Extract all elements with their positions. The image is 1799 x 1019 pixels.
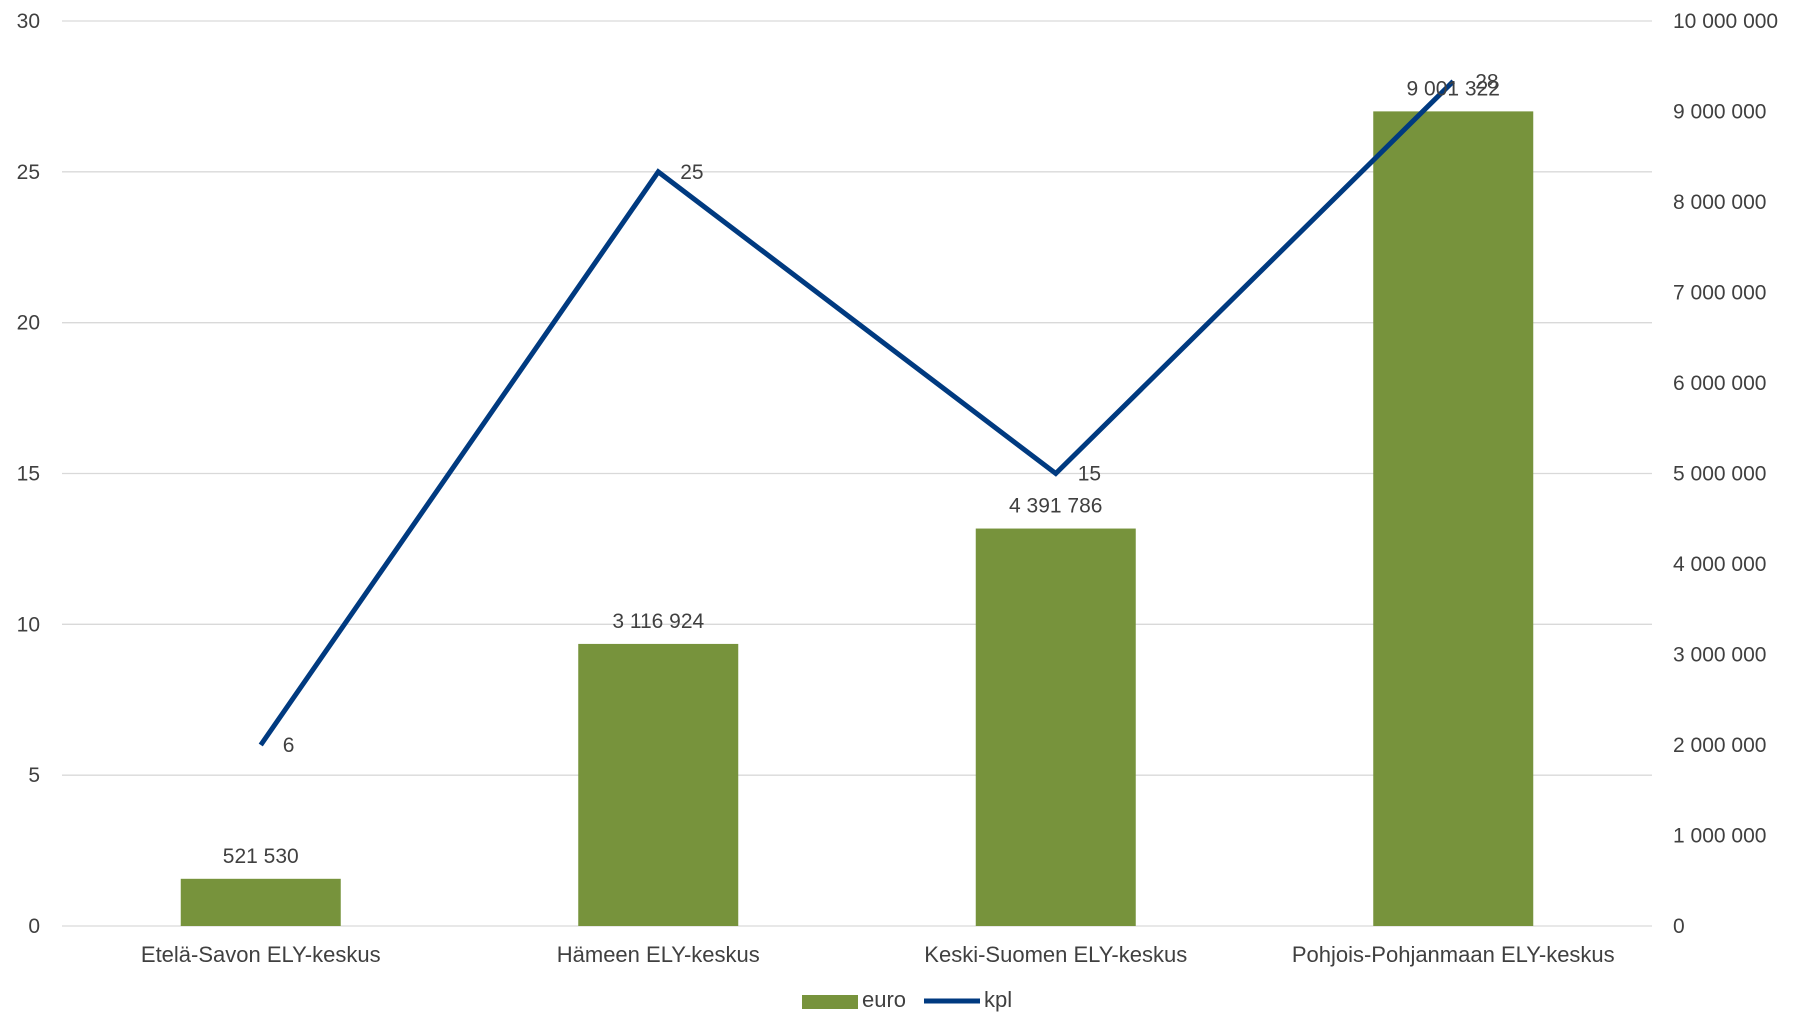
bar-euro [975,528,1136,926]
right-axis-tick-label: 1 000 000 [1673,825,1766,848]
category-label: Keski-Suomen ELY-keskus [924,942,1187,967]
left-axis-tick-label: 15 [17,463,40,486]
category-label: Hämeen ELY-keskus [557,942,760,967]
left-axis-tick-label: 30 [17,10,40,33]
left-axis-tick-label: 0 [28,915,40,938]
data-labels: 521 530 3 116 924 4 391 786 9 001 322 6 25 15 2… [223,70,1500,867]
right-axis-ticks: 0 1 000 000 2 000 000 3 000 000 4 000 000 5 0… [1673,10,1778,938]
left-axis-tick-label: 25 [17,161,40,184]
right-axis-tick-label: 2 000 000 [1673,734,1766,757]
bar-euro [578,643,739,926]
line-data-label: 28 [1475,70,1498,93]
bar-euro [180,878,341,926]
right-axis-tick-label: 8 000 000 [1673,191,1766,214]
bar-data-label: 9 001 322 [1407,77,1500,100]
bar-data-label: 4 391 786 [1009,495,1102,518]
legend-label-kpl: kpl [984,987,1012,1012]
left-axis-tick-label: 20 [17,312,40,335]
right-axis-tick-label: 9 000 000 [1673,101,1766,124]
right-axis-tick-label: 7 000 000 [1673,282,1766,305]
right-axis-tick-label: 6 000 000 [1673,372,1766,395]
left-axis-tick-label: 10 [17,613,40,636]
legend-swatch-euro [802,995,858,1009]
kpl-line-series [258,79,1456,747]
bar-data-label: 521 530 [223,845,299,868]
category-label: Pohjois-Pohjanmaan ELY-keskus [1292,942,1615,967]
right-axis-tick-label: 3 000 000 [1673,644,1766,667]
left-axis-tick-label: 5 [28,764,40,787]
left-axis-ticks: 0 5 10 15 20 25 30 [17,10,40,938]
line-data-label: 6 [283,734,295,757]
legend: euro kpl [802,987,1012,1012]
line-kpl [258,79,1456,747]
right-axis-tick-label: 10 000 000 [1673,10,1778,33]
bar-euro [1373,111,1534,926]
line-data-label: 15 [1078,463,1101,486]
category-label: Etelä-Savon ELY-keskus [141,942,381,967]
legend-label-euro: euro [862,987,906,1012]
right-axis-tick-label: 4 000 000 [1673,553,1766,576]
euro-bars [180,111,1534,926]
line-data-label: 25 [680,161,703,184]
right-axis-tick-label: 0 [1673,915,1685,938]
right-axis-tick-label: 5 000 000 [1673,463,1766,486]
bar-data-label: 3 116 924 [612,610,704,633]
category-axis-labels: Etelä-Savon ELY-keskus Hämeen ELY-keskus K… [141,942,1615,967]
